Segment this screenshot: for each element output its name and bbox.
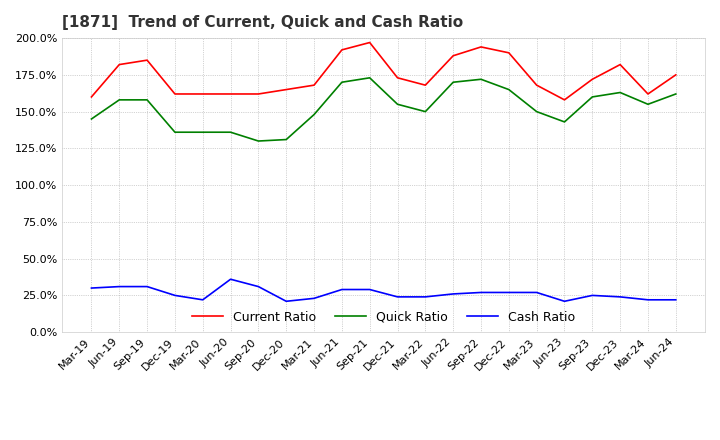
Current Ratio	[87, 94, 96, 99]
Quick Ratio	[449, 80, 457, 85]
Quick Ratio	[588, 94, 597, 99]
Cash Ratio	[87, 286, 96, 291]
Cash Ratio	[143, 284, 151, 289]
Quick Ratio	[143, 97, 151, 103]
Current Ratio	[115, 62, 124, 67]
Current Ratio	[199, 92, 207, 97]
Quick Ratio	[532, 109, 541, 114]
Cash Ratio	[254, 284, 263, 289]
Current Ratio	[477, 44, 485, 50]
Quick Ratio	[477, 77, 485, 82]
Cash Ratio	[171, 293, 179, 298]
Current Ratio	[254, 92, 263, 97]
Quick Ratio	[365, 75, 374, 81]
Cash Ratio	[365, 287, 374, 292]
Cash Ratio	[199, 297, 207, 302]
Line: Current Ratio: Current Ratio	[91, 43, 676, 100]
Current Ratio	[143, 58, 151, 63]
Cash Ratio	[672, 297, 680, 302]
Quick Ratio	[616, 90, 624, 95]
Current Ratio	[672, 72, 680, 77]
Cash Ratio	[532, 290, 541, 295]
Current Ratio	[310, 83, 318, 88]
Current Ratio	[171, 92, 179, 97]
Quick Ratio	[87, 116, 96, 121]
Current Ratio	[644, 92, 652, 97]
Current Ratio	[505, 50, 513, 55]
Cash Ratio	[505, 290, 513, 295]
Quick Ratio	[505, 87, 513, 92]
Cash Ratio	[588, 293, 597, 298]
Quick Ratio	[393, 102, 402, 107]
Quick Ratio	[310, 112, 318, 117]
Text: [1871]  Trend of Current, Quick and Cash Ratio: [1871] Trend of Current, Quick and Cash …	[62, 15, 464, 30]
Current Ratio	[226, 92, 235, 97]
Line: Quick Ratio: Quick Ratio	[91, 78, 676, 141]
Cash Ratio	[393, 294, 402, 300]
Quick Ratio	[282, 137, 291, 142]
Quick Ratio	[560, 119, 569, 125]
Current Ratio	[449, 53, 457, 59]
Quick Ratio	[254, 139, 263, 144]
Line: Cash Ratio: Cash Ratio	[91, 279, 676, 301]
Current Ratio	[393, 75, 402, 81]
Current Ratio	[365, 40, 374, 45]
Quick Ratio	[672, 92, 680, 97]
Cash Ratio	[282, 299, 291, 304]
Current Ratio	[532, 83, 541, 88]
Current Ratio	[560, 97, 569, 103]
Cash Ratio	[644, 297, 652, 302]
Quick Ratio	[171, 129, 179, 135]
Cash Ratio	[226, 277, 235, 282]
Cash Ratio	[310, 296, 318, 301]
Legend: Current Ratio, Quick Ratio, Cash Ratio: Current Ratio, Quick Ratio, Cash Ratio	[187, 306, 580, 329]
Cash Ratio	[338, 287, 346, 292]
Current Ratio	[421, 83, 430, 88]
Cash Ratio	[449, 291, 457, 297]
Cash Ratio	[616, 294, 624, 300]
Quick Ratio	[199, 129, 207, 135]
Quick Ratio	[226, 129, 235, 135]
Current Ratio	[282, 87, 291, 92]
Cash Ratio	[560, 299, 569, 304]
Cash Ratio	[421, 294, 430, 300]
Current Ratio	[588, 77, 597, 82]
Cash Ratio	[477, 290, 485, 295]
Quick Ratio	[338, 80, 346, 85]
Current Ratio	[616, 62, 624, 67]
Cash Ratio	[115, 284, 124, 289]
Quick Ratio	[644, 102, 652, 107]
Current Ratio	[338, 47, 346, 52]
Quick Ratio	[115, 97, 124, 103]
Quick Ratio	[421, 109, 430, 114]
